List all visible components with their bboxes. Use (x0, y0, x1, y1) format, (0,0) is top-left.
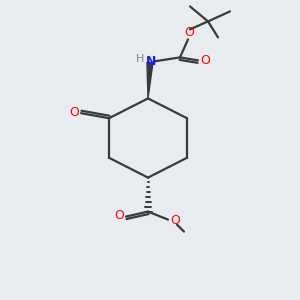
Polygon shape (147, 62, 153, 98)
Text: O: O (114, 209, 124, 222)
Text: N: N (146, 55, 156, 68)
Text: O: O (170, 214, 180, 227)
Text: H: H (136, 54, 144, 64)
Text: O: O (200, 54, 210, 67)
Text: O: O (184, 26, 194, 39)
Text: O: O (69, 106, 79, 119)
